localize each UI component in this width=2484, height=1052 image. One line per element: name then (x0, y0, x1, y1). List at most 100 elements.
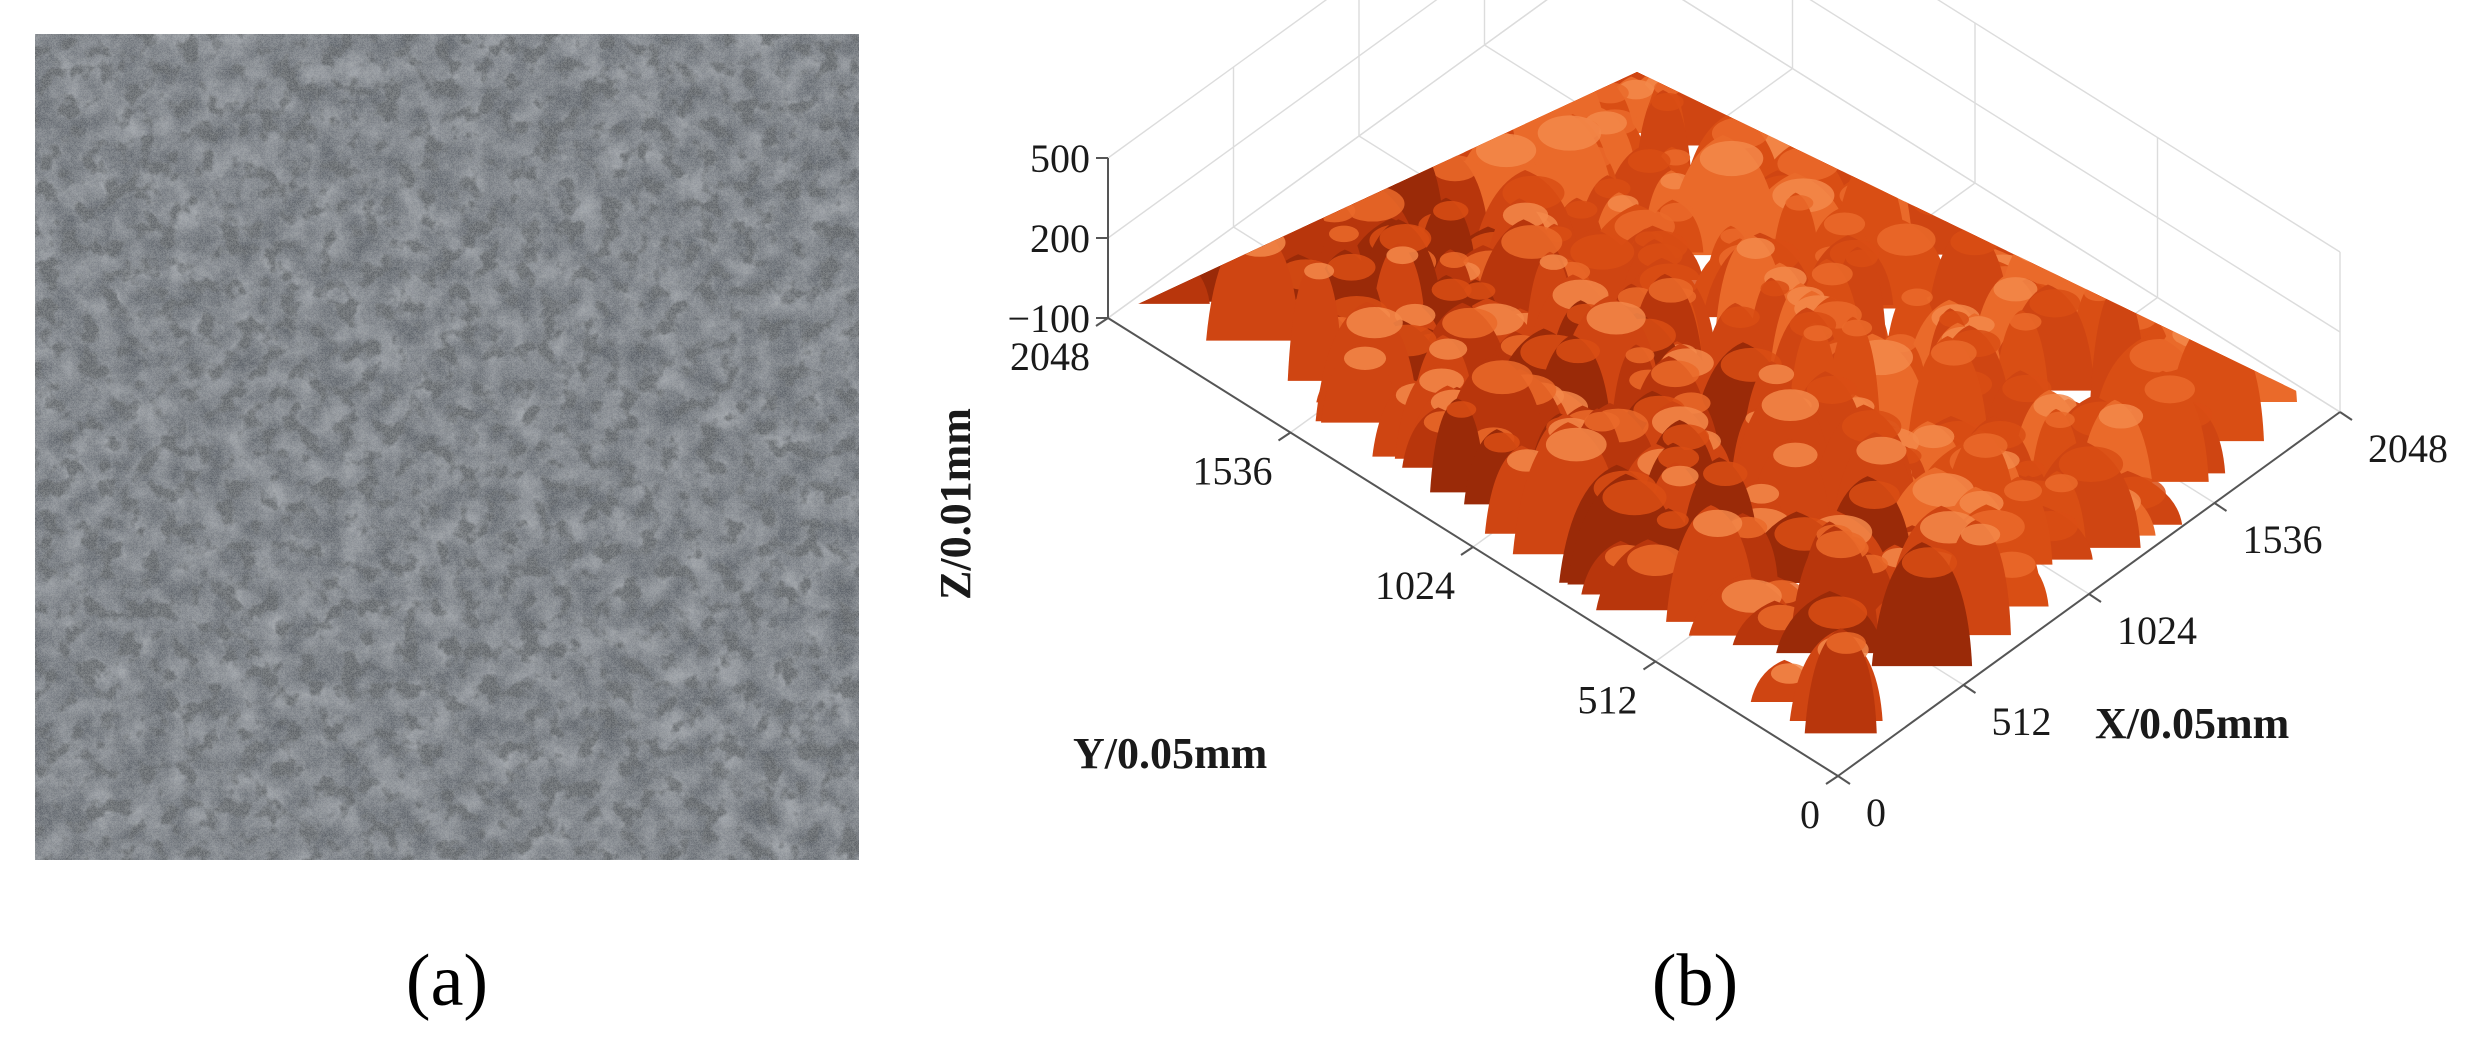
surface-bump-highlight (1501, 225, 1563, 259)
surface-bump (2057, 164, 2154, 262)
surface-bump-highlight (1255, 207, 1292, 228)
surface-bump-highlight (1968, 96, 2033, 133)
surface-bump-highlight (2058, 446, 2124, 482)
surface-bump-highlight (1688, 72, 1746, 82)
tick-labels: 05121024153620480512102415362048−1002005… (1007, 136, 2448, 837)
surface-bump (2282, 313, 2340, 375)
surface-bump-highlight (1379, 153, 1413, 172)
surface-bump (1939, 139, 2005, 180)
surface-bump-highlight (1565, 200, 1598, 219)
surface-bump (2018, 190, 2123, 257)
surface-bump-highlight (1728, 72, 1785, 102)
surface-bump-highlight (1258, 132, 1314, 164)
surface-bump-highlight (1838, 0, 1876, 13)
surface-bump-highlight (1545, 427, 1607, 462)
surface-bump-highlight (1529, 30, 1565, 50)
y-axis-title: Y/0.05mm (1073, 729, 1267, 778)
surface-bump-highlight (1865, 154, 1904, 176)
surface-bump-highlight (2284, 299, 2313, 316)
surface-bump-highlight (2124, 226, 2186, 261)
surface-bump-highlight (1785, 195, 1814, 211)
surface-bump-highlight (1856, 436, 1907, 465)
surface-bump-highlight (1911, 186, 1966, 217)
x-tick-label: 1024 (2117, 608, 2197, 653)
surface-bump-highlight (1939, 310, 1970, 328)
back-wall-grid-line (1107, 0, 1328, 159)
surface-bump-highlight (1492, 0, 1553, 7)
surface-bump-highlight (1963, 433, 2008, 458)
surface-bump (1216, 127, 1302, 235)
surface-bump (2051, 168, 2162, 246)
surface-bump (1131, 126, 1248, 228)
surface-bump-highlight (1848, 480, 1900, 510)
surface-bump (1459, 72, 1570, 94)
surface-bump-highlight (1760, 280, 1790, 297)
surface-bump-highlight (1736, 237, 1775, 259)
y-tick-label: 512 (1578, 678, 1638, 723)
surface-bump-highlight (1661, 465, 1699, 487)
surface-bump-highlight (2129, 339, 2191, 373)
surface-bump (1977, 111, 2028, 212)
surface-bump-highlight (2098, 403, 2144, 429)
surface-bump-highlight (1372, 74, 1429, 106)
surface-bump-highlight (1279, 183, 1324, 208)
surface-bump-highlight (1841, 319, 1873, 337)
surface-bump (1322, 79, 1407, 160)
surface-bump-highlight (2137, 252, 2193, 284)
surface-bump-highlight (1388, 160, 1420, 178)
surface-bump (1402, 72, 1500, 153)
surface-bump-highlight (2144, 375, 2195, 404)
surface-bump-highlight (1602, 479, 1667, 516)
surface-bump (2221, 276, 2310, 328)
surface-bump (1817, 72, 1925, 117)
surface-bump-highlight (1379, 224, 1432, 253)
surface-bump-highlight (1313, 199, 1356, 223)
surface-bump-highlight (1624, 10, 1688, 45)
surface-bump-highlight (1586, 301, 1646, 335)
surface-bump-highlight (1761, 389, 1820, 422)
surface-bump-highlight (2073, 213, 2132, 246)
surface-bump (1379, 72, 1477, 104)
z-tick-label: −100 (1007, 296, 1090, 341)
surface-bump-highlight (1692, 509, 1743, 538)
surface-bump-highlight (1845, 249, 1878, 268)
surface-bump-highlight (2016, 206, 2080, 242)
surface-bump-highlight (1465, 75, 1504, 97)
surface-bump-highlight (1811, 262, 1853, 286)
surface-bump-highlight (1446, 401, 1477, 418)
surface-bump-highlight (2133, 237, 2176, 261)
surface-bump-highlight (1522, 80, 1552, 98)
panel-label-b: (b) (1652, 940, 1738, 1022)
surface-bump (2101, 181, 2161, 263)
surface-bump (1573, 72, 1677, 83)
surface-bump-highlight (1627, 149, 1671, 173)
surface-bump-highlight (1304, 262, 1335, 280)
surface-bump-highlight (1133, 247, 1194, 282)
surface-bump-highlight (1877, 223, 1936, 256)
surface-bump-highlight (2183, 211, 2218, 231)
surface-bump-highlight (2009, 313, 2042, 331)
surface-bump-highlight (1166, 132, 1231, 168)
surface-bump-highlight (2044, 474, 2078, 493)
surface-bump (1804, 628, 1877, 734)
asphalt-photo (35, 34, 859, 860)
surface-bump-highlight (1385, 87, 1433, 115)
surface-bump-highlight (1900, 43, 1951, 71)
surface-bump-highlight (1901, 547, 1958, 578)
surface-bump (1108, 242, 1210, 304)
surface-bump-highlight (1332, 103, 1379, 129)
surface-bump-highlight (1552, 279, 1609, 311)
surface-bump-highlight (1823, 212, 1866, 236)
surface-bump-highlight (1347, 83, 1395, 110)
surface-bump-highlight (1193, 170, 1247, 200)
surface-bump-highlight (1476, 133, 1537, 168)
surface-bump-highlight (1271, 72, 1336, 79)
x-tick-mark (2339, 411, 2353, 421)
surface-bump-highlight (1409, 88, 1442, 106)
surface-bump (1466, 0, 1536, 9)
surface-bump (1189, 142, 1268, 233)
surface-bump (1473, 72, 1553, 101)
surface-bump (1662, 0, 1735, 33)
surface-bump (1655, 0, 1707, 61)
surface-bump (1529, 0, 1607, 13)
